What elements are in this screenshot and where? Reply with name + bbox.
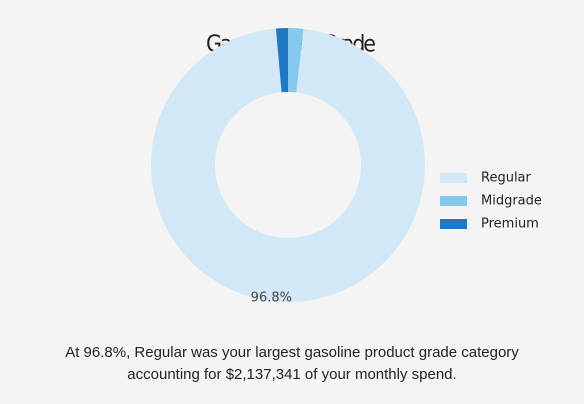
chart: Gasoline Fuel Grade 96.8%RegularMidgrade… bbox=[150, 28, 542, 305]
slice-label: 96.8% bbox=[251, 290, 292, 305]
slice bbox=[288, 28, 304, 93]
caption: At 96.8%, Regular was your largest gasol… bbox=[65, 344, 519, 383]
slice bbox=[275, 28, 288, 93]
legend-label: Premium bbox=[481, 217, 539, 232]
legend-label: Regular bbox=[481, 171, 532, 186]
legend-label: Midgrade bbox=[481, 194, 542, 209]
legend-swatch bbox=[440, 219, 467, 229]
legend-swatch bbox=[440, 173, 467, 183]
slice bbox=[150, 28, 426, 303]
legend-swatch bbox=[440, 196, 467, 206]
